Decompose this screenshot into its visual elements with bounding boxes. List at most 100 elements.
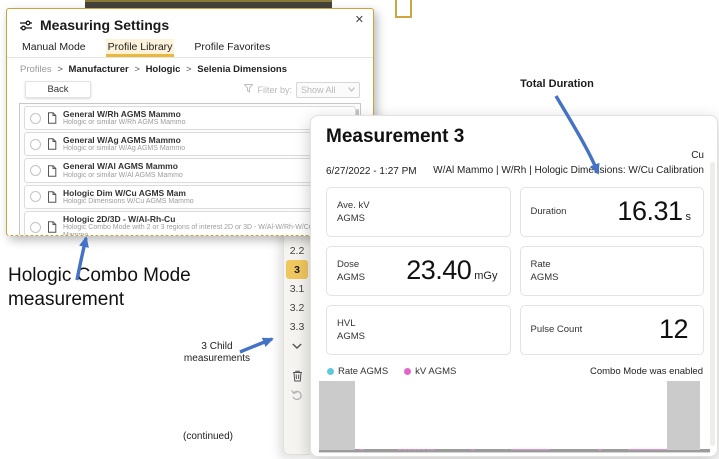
scroll-down-button[interactable] xyxy=(284,336,310,355)
filter-material-label: Cu xyxy=(691,150,704,161)
metric-card-pulse-count: Pulse Count 12 xyxy=(519,305,704,355)
measurement-index-2-2[interactable]: 2.2 xyxy=(289,244,305,257)
profile-item-general-wal[interactable]: General W/Al AGMS Mammo Hologic or simila… xyxy=(24,158,356,183)
sliders-icon xyxy=(19,19,33,32)
filter-dropdown-value: Show All xyxy=(301,84,336,95)
breadcrumb-separator: > xyxy=(57,64,63,75)
document-icon xyxy=(47,164,57,177)
metric-label: Rate xyxy=(530,258,551,270)
profile-list: General W/Rh AGMS Mammo Hologic or simila… xyxy=(19,103,361,236)
chevron-down-icon xyxy=(292,342,302,349)
document-icon xyxy=(47,112,57,124)
profile-title: General W/Ag AGMS Mammo xyxy=(63,135,181,146)
panel-scrollbar[interactable] xyxy=(710,162,715,446)
chart-baseline xyxy=(319,449,710,453)
metric-label: Ave. kV xyxy=(337,199,370,211)
metric-value: 12 xyxy=(658,314,689,345)
metric-label: Dose xyxy=(337,258,360,270)
breadcrumb-selenia-dimensions[interactable]: Selenia Dimensions xyxy=(197,64,288,75)
metric-cards: Ave. kV AGMS Duration 16.31 s Dose AGMS 23.… xyxy=(326,187,704,355)
profile-item-general-wag[interactable]: General W/Ag AGMS Mammo Hologic or simila… xyxy=(24,132,356,157)
profile-title: General W/Rh AGMS Mammo xyxy=(63,109,181,119)
background-window-edge xyxy=(85,0,332,11)
annotation-child-measurements: 3 Child measurements xyxy=(183,341,251,364)
profile-subtitle: Hologic or similar W/Rh AGMS Mammo xyxy=(63,119,186,127)
measurement-index-3[interactable]: 3 xyxy=(286,260,308,279)
close-icon[interactable]: ✕ xyxy=(354,14,364,26)
breadcrumb-hologic[interactable]: Hologic xyxy=(145,64,181,75)
measurement-index-3-1[interactable]: 3.1 xyxy=(289,282,305,295)
measurement-meta: 6/27/2022 - 1:27 PM Cu W/Al Mammo | W/Rh… xyxy=(326,149,704,178)
profile-item-general-wrh[interactable]: General W/Rh AGMS Mammo Hologic or simila… xyxy=(24,106,356,131)
tab-manual-mode[interactable]: Manual Mode xyxy=(22,41,86,53)
background-window-corner xyxy=(395,0,412,18)
metric-card-duration: Duration 16.31 s xyxy=(519,187,704,237)
radio-button[interactable] xyxy=(30,191,41,203)
metric-sublabel: AGMS xyxy=(337,213,365,224)
dialog-header: Measuring Settings ✕ xyxy=(7,9,373,36)
annotation-continued: (continued) xyxy=(182,431,234,442)
tab-profile-library[interactable]: Profile Library xyxy=(105,39,175,57)
rate-series-dot-icon xyxy=(327,368,334,375)
rail-spacer xyxy=(284,355,310,366)
legend-kv-agms: kV AGMS xyxy=(404,366,456,377)
radio-button[interactable] xyxy=(30,138,41,150)
filter-dropdown[interactable]: Show All xyxy=(296,81,360,98)
measurement-index-3-3[interactable]: 3.3 xyxy=(289,320,305,333)
measurement-title: Measurement 3 xyxy=(326,126,465,147)
profile-subtitle: Hologic Combo Mode with 2 or 3 regions o… xyxy=(63,224,335,236)
trash-icon xyxy=(292,370,302,381)
metric-value: 23.40 xyxy=(406,255,472,286)
measurement-datetime: 6/27/2022 - 1:27 PM xyxy=(326,166,417,177)
profile-item-hologic-dim[interactable]: Hologic Dim W/Cu AGMS Mam Hologic Dimensi… xyxy=(24,184,356,209)
metric-card-hvl: HVL AGMS xyxy=(326,305,511,355)
radio-button[interactable] xyxy=(30,112,41,124)
chart-mask xyxy=(666,381,701,450)
radio-button[interactable] xyxy=(30,165,41,177)
filter-controls: Filter by: Show All xyxy=(243,81,360,98)
annotation-total-duration: Total Duration xyxy=(520,78,594,90)
metric-card-rate: Rate AGMS xyxy=(519,246,704,296)
dialog-title: Measuring Settings xyxy=(40,17,170,33)
breadcrumb-manufacturer[interactable]: Manufacturer xyxy=(68,64,129,75)
profile-item-hologic-2d3d-rh[interactable]: Hologic 2D/3D - W/Al-Rh-Cu Hologic Combo … xyxy=(24,210,356,236)
document-icon xyxy=(47,138,57,151)
profile-title: General W/Al AGMS Mammo xyxy=(63,161,178,172)
metric-sublabel: AGMS xyxy=(337,272,365,283)
metric-unit: s xyxy=(685,210,692,223)
breadcrumb-separator: > xyxy=(186,64,192,75)
annotation-combo-mode: Hologic Combo Mode measurement xyxy=(8,265,191,310)
chart-mask xyxy=(319,381,356,450)
document-icon xyxy=(47,191,57,203)
profile-subtitle: Hologic or similar W/Al AGMS Mammo xyxy=(63,171,183,179)
metric-label: HVL xyxy=(337,317,356,329)
measurement-context: W/Al Mammo | W/Rh | Hologic Dimensions: … xyxy=(433,164,704,176)
undo-button[interactable] xyxy=(284,385,310,404)
chart-legend: Rate AGMS kV AGMS Combo Mode was enabled xyxy=(327,366,703,377)
profile-title: Hologic Dim W/Cu AGMS Mam xyxy=(63,187,186,198)
radio-button[interactable] xyxy=(30,221,41,233)
breadcrumb-profiles[interactable]: Profiles xyxy=(20,64,52,75)
back-button[interactable]: Back xyxy=(25,81,91,98)
metric-value: 16.31 xyxy=(617,196,683,227)
metric-unit: mGy xyxy=(474,269,498,282)
profile-title: Hologic 2D/3D - W/Al-Rh-Cu xyxy=(63,213,176,224)
filter-funnel-icon xyxy=(243,84,255,95)
metric-sublabel: AGMS xyxy=(337,331,365,342)
breadcrumb-separator: > xyxy=(134,64,140,75)
tab-profile-favorites[interactable]: Profile Favorites xyxy=(194,41,271,53)
metric-card-ave-kv: Ave. kV AGMS xyxy=(326,187,511,237)
waveform-chart xyxy=(319,381,710,453)
breadcrumb: Profiles > Manufacturer > Hologic > Sele… xyxy=(7,58,373,75)
measurement-panel: Measurement 3 6/27/2022 - 1:27 PM Cu W/A… xyxy=(310,115,718,457)
metric-sublabel: AGMS xyxy=(530,272,559,283)
delete-button[interactable] xyxy=(284,366,310,385)
list-controls: Back Filter by: Show All xyxy=(7,75,373,102)
measurement-index-3-2[interactable]: 3.2 xyxy=(289,301,305,314)
metric-label: Pulse Count xyxy=(530,324,583,336)
combo-mode-note: Combo Mode was enabled xyxy=(589,366,703,377)
profile-subtitle: Hologic or similar W/Ag AGMS Mammo xyxy=(63,145,186,153)
profile-subtitle: Hologic Dimensions W/Cu AGMS Mammo xyxy=(63,197,194,205)
legend-rate-agms: Rate AGMS xyxy=(327,366,388,377)
